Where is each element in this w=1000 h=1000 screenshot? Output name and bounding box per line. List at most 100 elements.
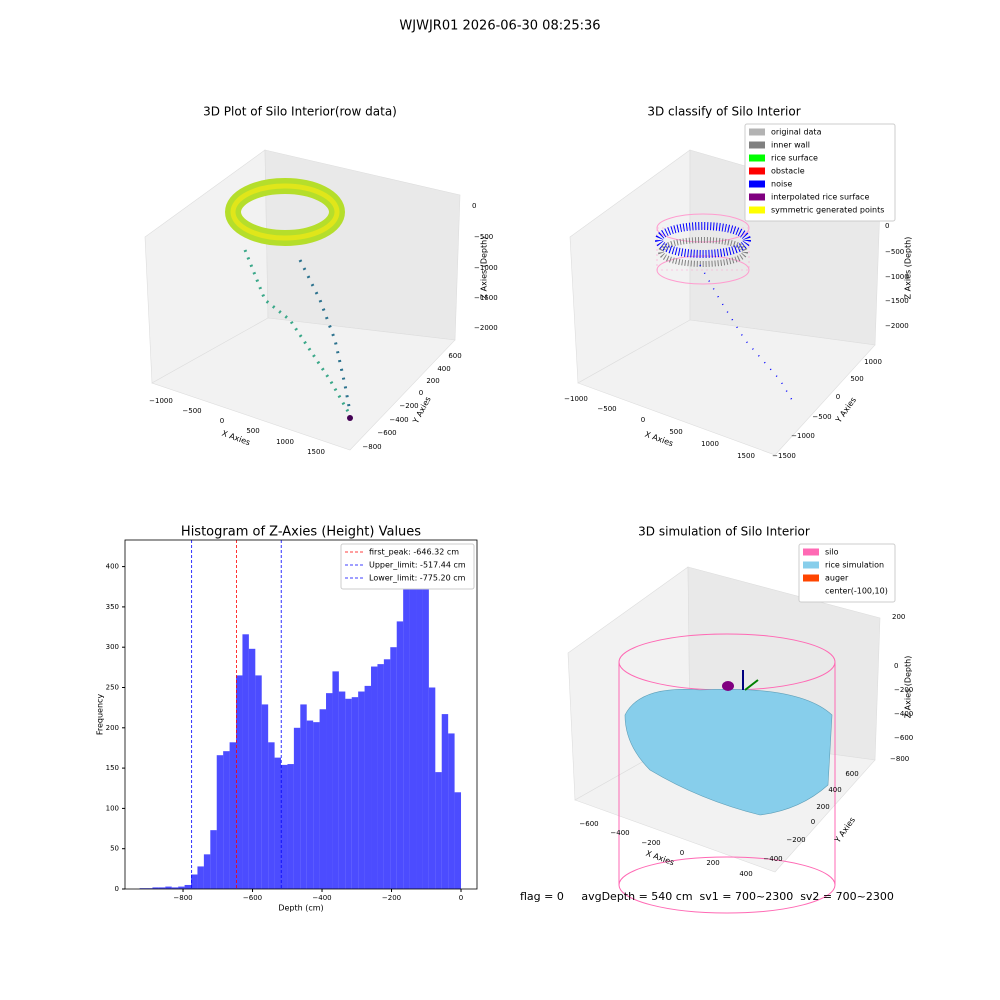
bar (396, 621, 404, 889)
z-tick-label: −200 (894, 686, 913, 694)
legend-swatch (749, 193, 765, 201)
x-tick-label: −600 (243, 894, 262, 902)
bar (416, 554, 423, 889)
bar (248, 648, 256, 889)
x-tick-label: 1000 (276, 438, 294, 446)
legend-swatch (803, 561, 819, 569)
y-tick-label: 500 (850, 375, 863, 383)
y-tick-label: 0 (836, 393, 840, 401)
bar (216, 755, 224, 889)
legend-swatch (749, 180, 765, 188)
y-tick-label: 0 (115, 885, 119, 893)
legend-label: silo (825, 548, 839, 557)
x-tick-label: −600 (579, 820, 598, 828)
y-tick-label: −400 (389, 416, 408, 424)
bar (146, 888, 153, 889)
y-tick-label: 600 (845, 770, 858, 778)
x-tick-label: 0 (680, 849, 684, 857)
bar (139, 888, 147, 889)
legend-label: Lower_limit: -775.20 cm (369, 574, 466, 583)
bar (422, 582, 429, 889)
bar (364, 685, 372, 889)
legend-label: first_peak: -646.32 cm (369, 548, 459, 557)
bar (178, 886, 185, 889)
x-tick-label: −400 (312, 894, 331, 902)
bar (274, 757, 282, 889)
legend-label: Upper_limit: -517.44 cm (369, 561, 466, 570)
legend-label: original data (771, 128, 822, 137)
x-axis-label: Depth (cm) (278, 904, 323, 913)
plot-frame (124, 539, 478, 890)
legend-box (744, 123, 896, 222)
bar (203, 854, 211, 889)
x-tick-label: 1500 (307, 448, 325, 456)
bar (390, 647, 397, 889)
legend-label: center(-100,10) (825, 587, 888, 596)
y-tick-label: 400 (106, 563, 119, 571)
y-tick-label: 200 (816, 803, 829, 811)
z-tick-label: −800 (890, 755, 909, 763)
bar (229, 742, 237, 889)
y-axis-label: Frequency (96, 694, 105, 736)
chart-title: 3D simulation of Silo Interior (638, 525, 810, 539)
y-tick-label: 200 (426, 377, 439, 385)
status-text: flag = 0 avgDepth = 540 cm sv1 = 700~230… (520, 890, 894, 903)
x-tick-label: −500 (182, 407, 201, 415)
y-tick-label: 250 (106, 683, 119, 691)
axes-3d-1 (144, 149, 461, 451)
x-tick-label: −200 (641, 839, 660, 847)
bar (165, 886, 172, 889)
y-tick-label: −1500 (772, 452, 796, 460)
legend-box (340, 543, 475, 590)
bar (293, 727, 301, 889)
x-tick-label: 500 (669, 428, 682, 436)
legend-label: rice simulation (825, 561, 884, 570)
legend-swatch (749, 128, 765, 136)
bar (210, 830, 217, 889)
bar (158, 887, 166, 889)
bar (287, 764, 294, 889)
bar (435, 772, 442, 889)
x-tick-label: 0 (641, 416, 645, 424)
z-tick-label: −1000 (474, 264, 498, 272)
legend-label: inner wall (771, 141, 810, 150)
bar (377, 664, 384, 889)
bar (184, 884, 192, 889)
z-tick-label: −500 (885, 248, 904, 256)
y-tick-label: 300 (106, 643, 119, 651)
bar (236, 675, 243, 889)
y-tick-label: 100 (106, 804, 119, 812)
bar (441, 714, 449, 889)
y-tick-label: −200 (786, 836, 805, 844)
bar (338, 691, 346, 889)
y-tick-label: 200 (106, 724, 119, 732)
y-tick-label: 600 (448, 352, 461, 360)
bar (454, 792, 462, 889)
bar (255, 675, 262, 889)
y-tick-label: −800 (362, 443, 381, 451)
x-tick-label: 1000 (701, 440, 719, 448)
legend-swatch (749, 167, 765, 175)
x-tick-label: 0 (220, 417, 224, 425)
y-tick-label: 1000 (864, 358, 882, 366)
z-tick-label: −2000 (474, 324, 498, 332)
x-tick-label: 500 (246, 427, 259, 435)
bar (242, 634, 249, 889)
bar (300, 704, 307, 889)
x-tick-label: 0 (459, 894, 463, 902)
bar (191, 874, 198, 889)
legend-box (798, 543, 896, 603)
x-tick-label: 1500 (737, 452, 755, 460)
z-tick-label: −1500 (474, 294, 498, 302)
y-tick-label: −600 (377, 429, 396, 437)
x-tick-label: 200 (706, 859, 719, 867)
bar (223, 751, 230, 889)
z-axis-label: Z Axies (Depth) (904, 237, 913, 300)
axes-3d-3 (567, 566, 881, 914)
y-tick-label: −1000 (791, 432, 815, 440)
bar (319, 709, 327, 889)
bar (428, 687, 436, 889)
x-tick-label: 400 (739, 870, 752, 878)
y-tick-label: 350 (106, 603, 119, 611)
y-tick-label: 0 (811, 818, 815, 826)
